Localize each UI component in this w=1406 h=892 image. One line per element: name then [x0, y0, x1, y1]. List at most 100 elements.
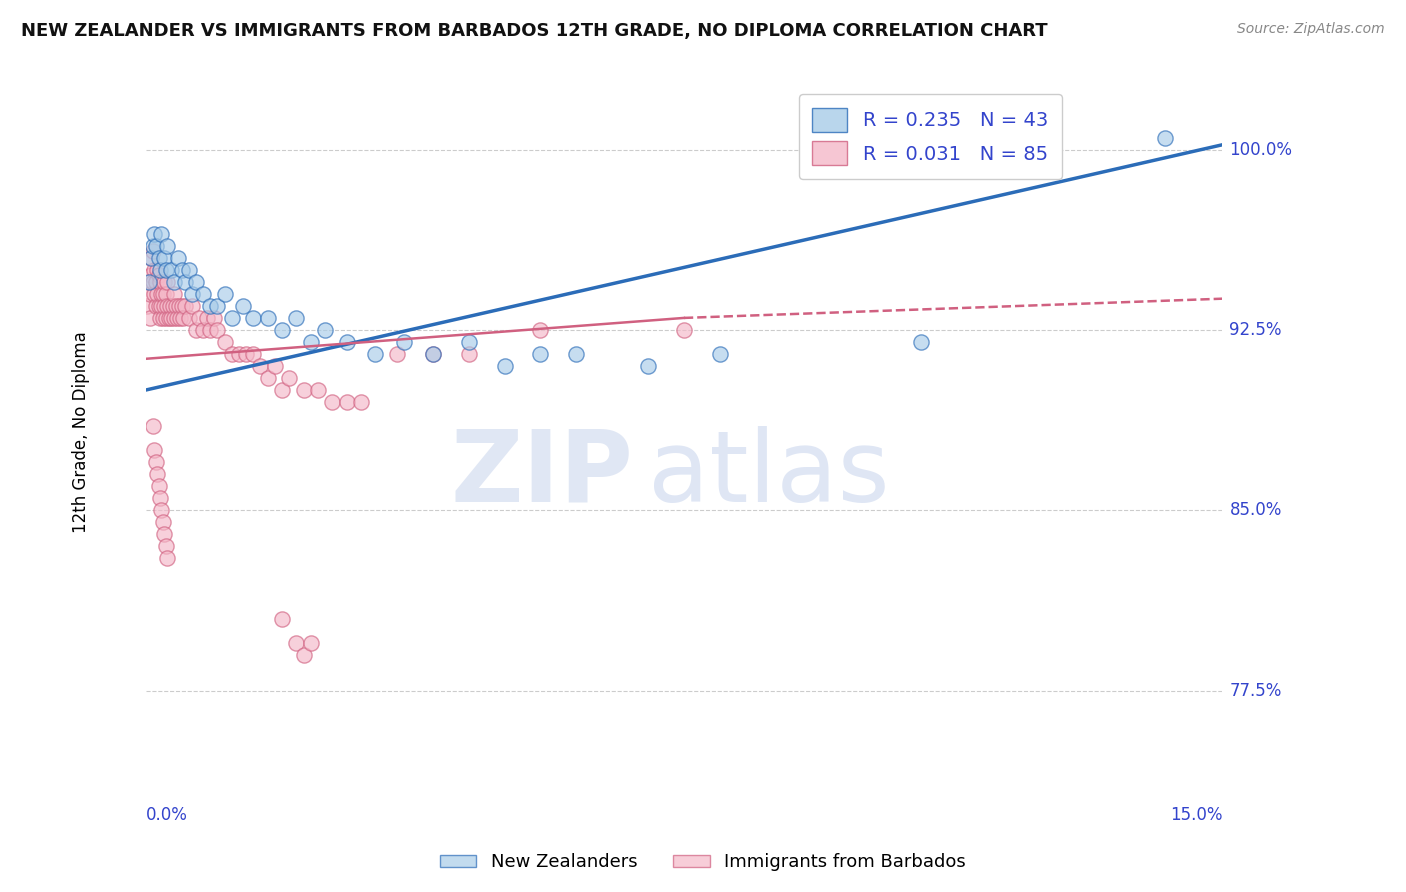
Point — [149, 262, 172, 277]
Point — [529, 323, 551, 337]
Point — [149, 275, 172, 289]
Point — [494, 359, 516, 373]
Point — [172, 310, 194, 325]
Point — [162, 299, 184, 313]
Point — [141, 251, 163, 265]
Text: 12th Grade, No Diploma: 12th Grade, No Diploma — [72, 331, 90, 533]
Legend: R = 0.235   N = 43, R = 0.031   N = 85: R = 0.235 N = 43, R = 0.031 N = 85 — [799, 95, 1062, 178]
Point — [163, 310, 186, 325]
Point — [235, 347, 257, 361]
Point — [1154, 130, 1177, 145]
Point — [167, 299, 190, 313]
Point — [299, 635, 322, 649]
Point — [167, 251, 190, 265]
Point — [148, 251, 170, 265]
Point — [169, 310, 191, 325]
Text: 92.5%: 92.5% — [1229, 321, 1282, 339]
Point — [184, 323, 207, 337]
Point — [278, 371, 301, 385]
Text: Source: ZipAtlas.com: Source: ZipAtlas.com — [1237, 22, 1385, 37]
Point — [385, 347, 408, 361]
Point — [299, 334, 322, 349]
Point — [155, 310, 177, 325]
Point — [163, 286, 186, 301]
Point — [191, 323, 214, 337]
Point — [141, 268, 163, 282]
Point — [457, 334, 479, 349]
Point — [156, 275, 179, 289]
Point — [146, 467, 169, 482]
Point — [146, 262, 169, 277]
Point — [228, 347, 250, 361]
Point — [143, 286, 166, 301]
Text: 15.0%: 15.0% — [1170, 806, 1222, 824]
Point — [145, 299, 167, 313]
Point — [672, 323, 695, 337]
Point — [166, 310, 188, 325]
Text: 77.5%: 77.5% — [1229, 681, 1282, 699]
Point — [221, 310, 243, 325]
Point — [170, 299, 193, 313]
Point — [136, 299, 159, 313]
Point — [336, 334, 359, 349]
Point — [138, 275, 160, 289]
Point — [271, 323, 294, 337]
Point — [148, 268, 170, 282]
Point — [145, 239, 167, 253]
Point — [200, 323, 222, 337]
Point — [159, 262, 181, 277]
Point — [152, 310, 174, 325]
Point — [155, 286, 177, 301]
Point — [910, 334, 932, 349]
Point — [155, 262, 177, 277]
Point — [285, 310, 308, 325]
Point — [307, 383, 329, 397]
Point — [148, 479, 170, 493]
Point — [221, 347, 243, 361]
Point — [150, 227, 173, 241]
Point — [285, 635, 308, 649]
Point — [242, 310, 264, 325]
Point — [207, 323, 229, 337]
Point — [422, 347, 444, 361]
Point — [159, 299, 181, 313]
Point — [177, 262, 200, 277]
Text: ZIP: ZIP — [451, 425, 634, 523]
Point — [249, 359, 271, 373]
Point — [336, 395, 359, 409]
Point — [156, 551, 179, 566]
Point — [150, 299, 173, 313]
Point — [263, 359, 285, 373]
Point — [139, 286, 162, 301]
Text: 85.0%: 85.0% — [1229, 501, 1282, 519]
Point — [145, 275, 167, 289]
Point — [142, 419, 165, 434]
Point — [142, 275, 165, 289]
Point — [138, 275, 160, 289]
Point — [256, 371, 278, 385]
Point — [364, 347, 387, 361]
Point — [143, 227, 166, 241]
Point — [152, 286, 174, 301]
Point — [149, 310, 172, 325]
Point — [153, 527, 176, 541]
Point — [156, 299, 179, 313]
Point — [163, 275, 186, 289]
Point — [242, 347, 264, 361]
Point — [160, 310, 183, 325]
Point — [181, 299, 204, 313]
Point — [191, 286, 214, 301]
Point — [143, 443, 166, 458]
Point — [271, 611, 294, 625]
Point — [321, 395, 343, 409]
Point — [150, 286, 173, 301]
Point — [145, 455, 167, 469]
Point — [165, 299, 187, 313]
Point — [231, 299, 253, 313]
Text: NEW ZEALANDER VS IMMIGRANTS FROM BARBADOS 12TH GRADE, NO DIPLOMA CORRELATION CHA: NEW ZEALANDER VS IMMIGRANTS FROM BARBADO… — [21, 22, 1047, 40]
Point — [170, 262, 193, 277]
Point — [637, 359, 659, 373]
Point — [292, 648, 315, 662]
Point — [565, 347, 588, 361]
Point — [195, 310, 218, 325]
